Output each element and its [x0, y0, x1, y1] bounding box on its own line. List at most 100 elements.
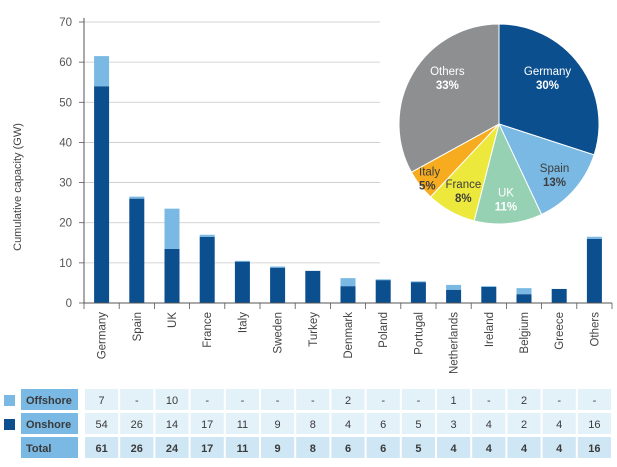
category-label-denmark: Denmark — [343, 312, 355, 359]
capacity-table: Offshore 7-10- - - -2- -1-2- -Onshore 54 26 14 17 1… — [4, 389, 611, 458]
table-cell-bg — [296, 413, 330, 434]
bar-onshore-turkey — [305, 270, 321, 303]
table-cell-bg — [120, 437, 154, 458]
bar-onshore-portugal — [410, 282, 426, 303]
table-cell-bg — [190, 389, 224, 410]
table-cell-bg — [85, 413, 119, 434]
bar-offshore-sweden — [270, 266, 286, 268]
table-cell-offshore-ireland: - — [487, 395, 491, 407]
table-cell-offshore-france: - — [205, 395, 209, 407]
table-cell-bg — [472, 413, 506, 434]
legend-swatch-onshore — [4, 419, 15, 430]
table-cell-onshore-denmark: 4 — [345, 419, 351, 431]
y-tick-label-10: 10 — [59, 258, 72, 270]
table-cell-onshore-others: 16 — [588, 419, 600, 431]
bar-offshore-others — [586, 236, 602, 239]
bar-offshore-poland — [375, 279, 391, 281]
category-label-germany: Germany — [97, 312, 109, 360]
bar-offshore-france — [199, 234, 215, 237]
table-cell-bg — [296, 437, 330, 458]
category-label-greece: Greece — [554, 312, 566, 350]
table-cell-total-portugal: 5 — [415, 443, 421, 455]
pie-label-france: France — [445, 179, 481, 191]
table-cell-onshore-sweden: 9 — [275, 419, 281, 431]
table-cell-onshore-germany: 54 — [95, 419, 107, 431]
table-cell-offshore-sweden: - — [276, 395, 280, 407]
table-cell-bg — [542, 389, 576, 410]
table-cell-bg — [401, 437, 435, 458]
table-cell-bg — [85, 437, 119, 458]
pie-label-spain: Spain — [540, 163, 569, 175]
bar-onshore-belgium — [516, 294, 532, 303]
table-cell-onshore-ireland: 4 — [486, 419, 492, 431]
table-cell-bg — [85, 389, 119, 410]
table-cell-total-france: 17 — [201, 443, 213, 455]
table-cell-total-ireland: 4 — [486, 443, 493, 455]
table-cell-bg — [577, 437, 611, 458]
table-cell-offshore-italy: - — [241, 395, 245, 407]
table-cell-bg — [261, 389, 295, 410]
table-cell-bg — [120, 389, 154, 410]
table-cell-offshore-uk: 10 — [166, 395, 178, 407]
table-cell-bg — [401, 389, 435, 410]
table-cell-offshore-poland: - — [381, 395, 385, 407]
table-cell-onshore-portugal: 5 — [415, 419, 421, 431]
table-cell-bg — [472, 437, 506, 458]
table-cell-bg — [542, 437, 576, 458]
table-cell-onshore-belgium: 2 — [521, 419, 527, 431]
table-cell-bg — [542, 413, 576, 434]
table-cell-bg — [507, 389, 541, 410]
table-cell-bg — [366, 413, 400, 434]
pie-label-others: Others — [430, 66, 465, 78]
bar-offshore-spain — [129, 196, 145, 199]
table-cell-total-germany: 61 — [95, 443, 107, 455]
category-label-belgium: Belgium — [519, 312, 531, 354]
table-cell-bg — [366, 437, 400, 458]
bar-offshore-netherlands — [446, 284, 462, 290]
category-label-sweden: Sweden — [273, 312, 285, 354]
pie-slice-spain — [498, 123, 595, 216]
category-label-netherlands: Netherlands — [449, 312, 461, 374]
axes — [83, 18, 613, 309]
table-cell-offshore-denmark: 2 — [345, 395, 351, 407]
table-row-label-onshore: Onshore — [26, 419, 71, 431]
table-cell-total-belgium: 4 — [521, 443, 528, 455]
table-cell-bg — [577, 413, 611, 434]
category-label-portugal: Portugal — [413, 312, 425, 355]
table-cell-total-denmark: 6 — [345, 443, 351, 455]
category-label-spain: Spain — [132, 312, 144, 341]
table-row-header-total — [21, 437, 78, 458]
table-cell-offshore-netherlands: 1 — [451, 395, 457, 407]
table-cell-bg — [331, 437, 365, 458]
table-cell-offshore-germany: 7 — [99, 395, 105, 407]
table-cell-onshore-netherlands: 3 — [451, 419, 457, 431]
bar-onshore-uk — [164, 248, 180, 303]
table-cell-offshore-turkey: - — [311, 395, 315, 407]
bar-offshore-portugal — [410, 281, 426, 283]
table-cell-offshore-belgium: 2 — [521, 395, 527, 407]
x-category-labels: Germany Spain UK France Italy Sweden Turkey Den… — [97, 312, 602, 374]
table-cell-bg — [190, 413, 224, 434]
pie-value-others: 33% — [436, 80, 459, 92]
pie-label-uk: UK — [498, 188, 514, 200]
bar-onshore-netherlands — [446, 289, 462, 303]
table-cell-offshore-portugal: - — [417, 395, 421, 407]
category-label-italy: Italy — [237, 312, 249, 333]
table-cell-onshore-turkey: 8 — [310, 419, 316, 431]
bar-onshore-france — [199, 236, 215, 303]
pie-value-germany: 30% — [536, 80, 559, 92]
pie-value-spain: 13% — [543, 177, 566, 189]
table-cell-total-netherlands: 4 — [451, 443, 458, 455]
y-tick-label-60: 60 — [59, 57, 72, 69]
legend-swatch-offshore — [4, 395, 15, 406]
bar-onshore-greece — [551, 288, 567, 303]
table-cell-onshore-greece: 4 — [556, 419, 562, 431]
table-row-label-offshore: Offshore — [26, 395, 72, 407]
pie-label-italy: Italy — [419, 167, 440, 179]
category-label-poland: Poland — [378, 312, 390, 348]
y-tick-labels: 0 10 20 30 40 50 60 70 — [59, 17, 72, 310]
table-cell-bg — [296, 389, 330, 410]
bar-onshore-italy — [234, 261, 250, 303]
bar-offshore-italy — [234, 260, 250, 262]
table-cell-bg — [437, 389, 471, 410]
